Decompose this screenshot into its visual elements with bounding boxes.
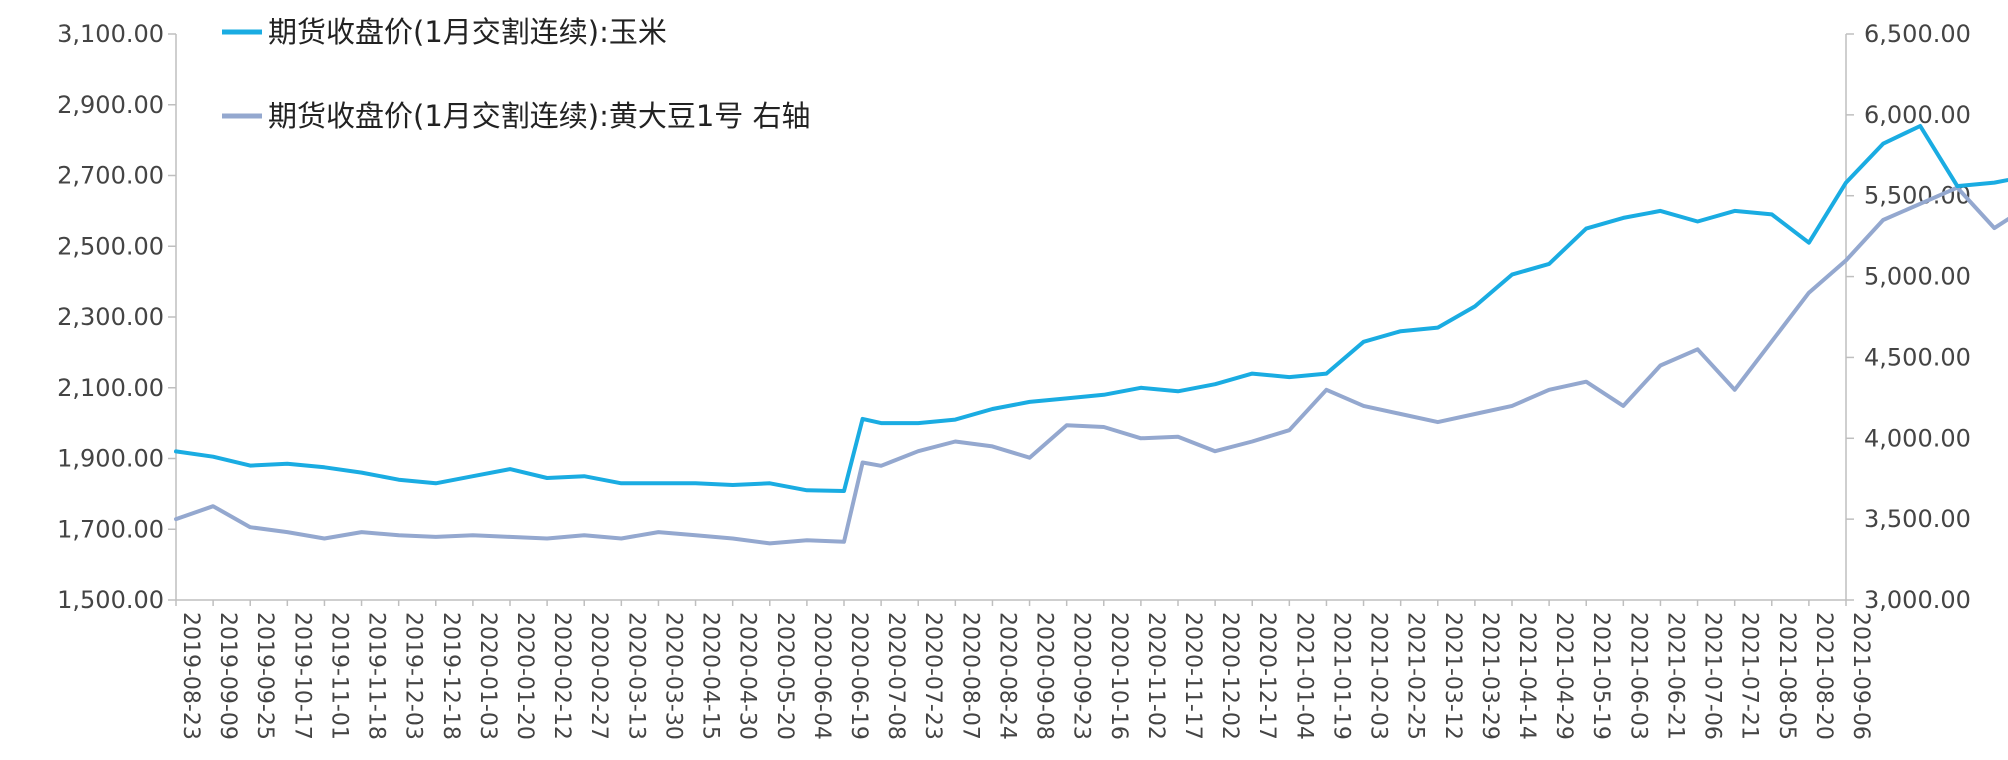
x-tick-label: 2021-08-20 [1811,612,1836,740]
x-tick-label: 2021-07-21 [1737,612,1762,740]
left-tick-label: 2,500.00 [57,232,164,260]
right-y-axis: 3,000.00 3,500.00 4,000.00 4,500.00 5,000.00… [1845,20,1971,614]
x-tick-label: 2020-09-23 [1069,612,1094,740]
right-tick-label: 5,000.00 [1864,263,1971,291]
x-tick-label: 2019-08-23 [178,612,203,740]
x-tick-label: 2020-01-20 [512,612,537,740]
left-tick-label: 3,100.00 [57,20,164,48]
x-tick-label: 2021-01-19 [1328,612,1353,740]
x-tick-label: 2021-09-06 [1848,612,1873,740]
series-line-corn [174,124,2008,493]
x-tick-label: 2019-09-25 [252,612,277,740]
right-tick-label: 3,500.00 [1864,505,1971,533]
x-tick-label: 2020-04-30 [735,612,760,740]
x-tick-label: 2021-06-03 [1625,612,1650,740]
x-tick-label: 2021-04-14 [1514,612,1539,740]
x-tick-label: 2021-04-29 [1551,612,1576,740]
x-tick-label: 2020-11-02 [1143,612,1168,740]
x-tick-label: 2021-02-25 [1403,612,1428,740]
x-tick-label: 2020-11-17 [1180,612,1205,740]
left-tick-label: 1,500.00 [57,586,164,614]
left-tick-label: 2,900.00 [57,91,164,119]
x-tick-label: 2021-07-06 [1700,612,1725,740]
x-tick-label: 2019-11-01 [326,612,351,740]
x-tick-label: 2021-01-04 [1291,612,1316,740]
x-tick-label: 2021-08-05 [1774,612,1799,740]
x-tick-label: 2020-07-23 [920,612,945,740]
x-tick-label: 2019-11-18 [364,612,389,740]
x-axis: 2019-08-23 2019-09-09 2019-09-25 2019-10-17… [175,599,1873,740]
x-tick-label: 2020-02-12 [549,612,574,740]
x-tick-label: 2020-03-30 [660,612,685,740]
x-tick-label: 2021-05-19 [1588,612,1613,740]
x-tick-label: 2021-02-03 [1366,612,1391,740]
x-tick-label: 2021-03-29 [1477,612,1502,740]
right-tick-label: 4,000.00 [1864,424,1971,452]
x-tick-label: 2020-01-03 [475,612,500,740]
right-tick-label: 3,000.00 [1864,586,1971,614]
x-tick-label: 2020-02-27 [586,612,611,740]
left-tick-label: 1,900.00 [57,445,164,473]
legend-label: 期货收盘价(1月交割连续):黄大豆1号 右轴 [268,99,811,133]
x-tick-label: 2019-10-17 [289,612,314,740]
legend-label: 期货收盘价(1月交割连续):玉米 [268,15,667,49]
left-tick-label: 1,700.00 [57,515,164,543]
x-tick-label: 2019-12-03 [401,612,426,740]
x-tick-label: 2020-08-24 [994,612,1019,740]
x-tick-label: 2020-12-17 [1254,612,1279,740]
right-tick-label: 6,000.00 [1864,101,1971,129]
x-tick-label: 2020-08-07 [957,612,982,740]
series-layer [174,124,2008,546]
x-tick-label: 2020-06-04 [809,612,834,740]
x-tick-label: 2020-04-15 [698,612,723,740]
left-tick-label: 2,100.00 [57,374,164,402]
left-tick-label: 2,300.00 [57,303,164,331]
x-tick-label: 2021-03-12 [1440,612,1465,740]
left-y-axis: 1,500.00 1,700.00 1,900.00 2,100.00 2,300.00… [57,20,177,614]
series-line-soybean [174,185,2008,546]
left-tick-label: 2,700.00 [57,162,164,190]
x-tick-label: 2020-05-20 [772,612,797,740]
x-tick-label: 2019-12-18 [438,612,463,740]
x-tick-label: 2020-07-08 [883,612,908,740]
x-tick-label: 2019-09-09 [215,612,240,740]
x-tick-label: 2020-06-19 [846,612,871,740]
right-tick-label: 6,500.00 [1864,20,1971,48]
x-tick-label: 2020-10-16 [1106,612,1131,740]
x-tick-label: 2020-09-08 [1032,612,1057,740]
x-tick-label: 2021-06-21 [1662,612,1687,740]
x-tick-label: 2020-12-02 [1217,612,1242,740]
x-tick-label: 2020-03-13 [623,612,648,740]
right-tick-label: 4,500.00 [1864,343,1971,371]
